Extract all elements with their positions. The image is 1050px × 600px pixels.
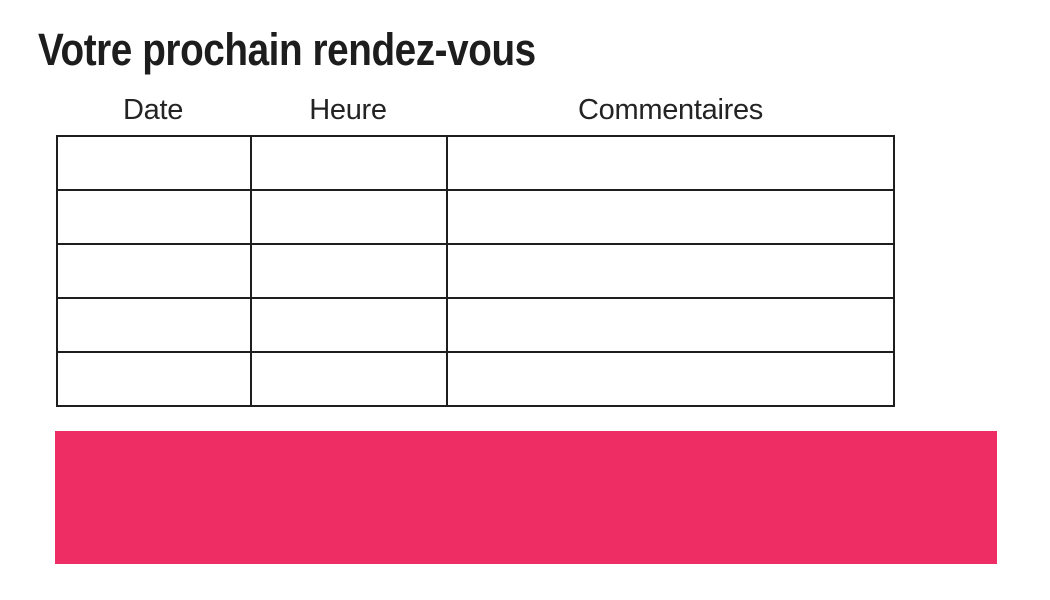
- table-cell: [58, 299, 252, 351]
- table-cell: [58, 137, 252, 189]
- table-cell: [448, 353, 893, 405]
- table-cell: [448, 299, 893, 351]
- table-cell: [58, 353, 252, 405]
- appointments-table: [56, 135, 895, 407]
- table-row: [58, 245, 893, 299]
- table-cell: [448, 191, 893, 243]
- table-row: [58, 137, 893, 191]
- table-cell: [252, 245, 448, 297]
- page-title: Votre prochain rendez-vous: [38, 24, 536, 75]
- table-cell: [252, 191, 448, 243]
- table-row: [58, 353, 893, 405]
- column-header-date: Date: [122, 93, 184, 126]
- table-cell: [252, 137, 448, 189]
- table-cell: [448, 245, 893, 297]
- table-row: [58, 299, 893, 353]
- table-cell: [252, 353, 448, 405]
- column-header-heure: Heure: [309, 93, 387, 126]
- table-cell: [58, 191, 252, 243]
- table-cell: [252, 299, 448, 351]
- table-cell: [448, 137, 893, 189]
- table-header-row: Date Heure Commentaires: [56, 92, 895, 128]
- table-row: [58, 191, 893, 245]
- pink-highlight-band: [55, 431, 997, 564]
- table-cell: [58, 245, 252, 297]
- column-header-commentaires: Commentaires: [578, 93, 763, 126]
